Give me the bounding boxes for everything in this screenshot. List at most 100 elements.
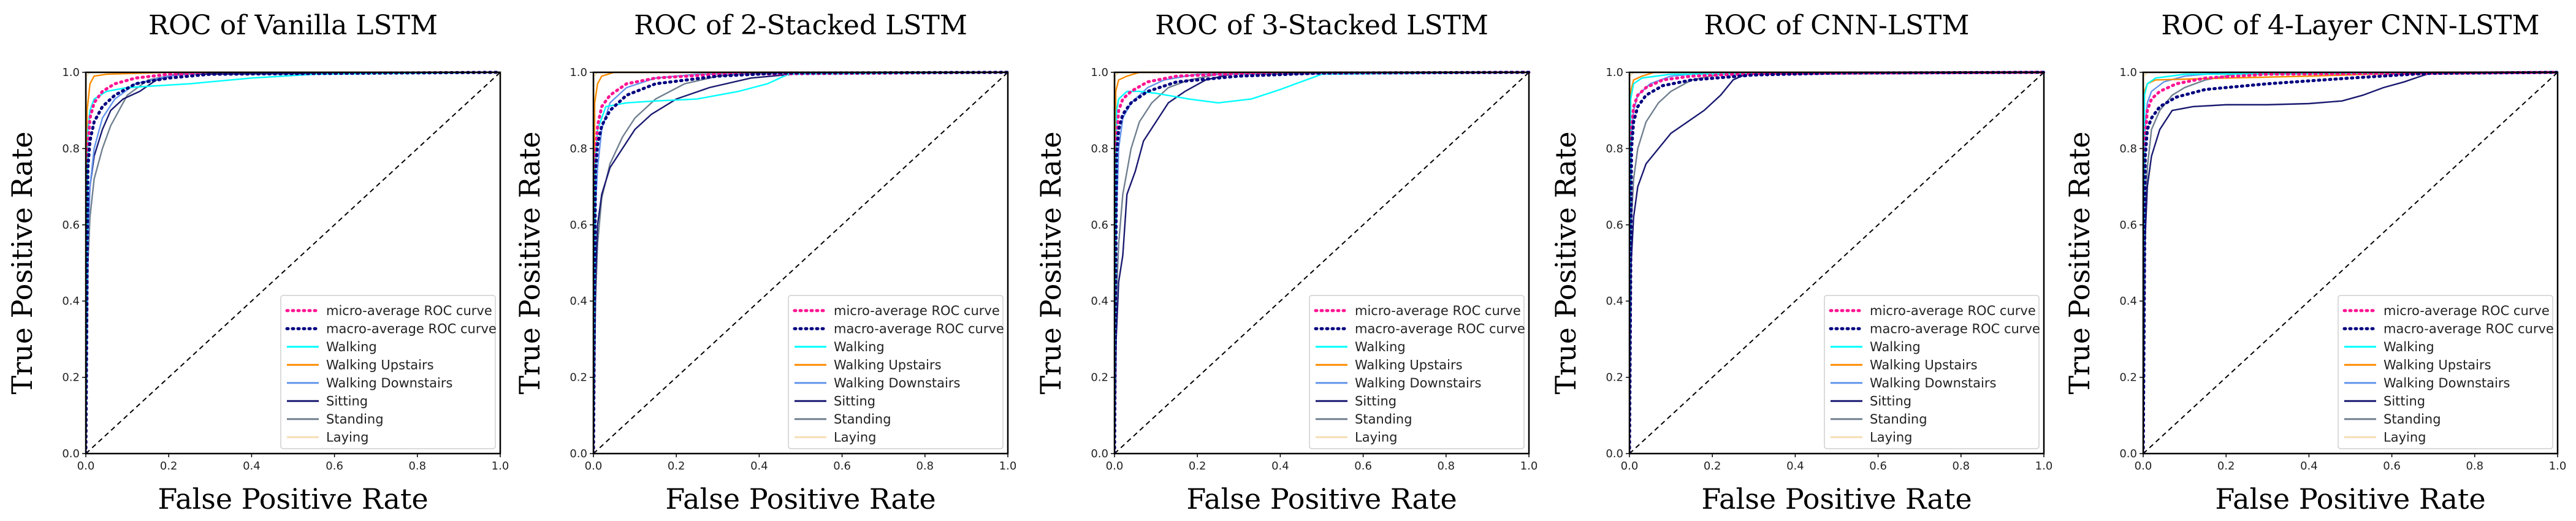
roc-curve-macro-average-roc-curve [86,70,502,454]
x-tick-label: 0.0 [77,460,95,473]
legend-label: micro-average ROC curve [326,303,492,318]
y-tick-label: 0.2 [1606,371,1623,384]
chart-title: ROC of 4-Layer CNN-LSTM [2161,10,2539,41]
roc-curve-standing [1115,71,1530,454]
x-tick-label: 0.4 [1786,460,1804,473]
x-axis-label: False Positive Rate [158,482,428,515]
roc-curve-macro-average-roc-curve [1629,70,2046,454]
legend-label: Laying [2384,430,2426,444]
legend-label: Laying [1870,430,1912,444]
x-tick-label: 0.6 [1869,460,1887,473]
legend-label: Walking Upstairs [1870,357,1978,372]
legend-label: Walking Upstairs [2384,357,2491,372]
x-tick-label: 0.2 [2217,460,2235,473]
chart-title: ROC of Vanilla LSTM [148,10,438,41]
legend-label: micro-average ROC curve [1355,303,1521,318]
y-tick-label: 0.4 [1091,295,1108,308]
x-tick-label: 0.0 [1621,460,1639,473]
legend-label: Walking [834,340,885,354]
legend-label: Standing [1355,412,1412,427]
y-tick-label: 0.2 [1091,371,1108,384]
roc-curve-macro-average-roc-curve [1115,70,1531,454]
roc-panel-3: ROC of 3-Stacked LSTM 0.0 0.2 0.4 0.6 0.8 1.0 0… [1034,10,1538,515]
x-tick-label: 0.4 [2300,460,2318,473]
x-tick-label: 0.2 [160,460,178,473]
y-tick-label: 0.6 [1606,219,1623,232]
y-tick-label: 0.4 [1606,295,1623,308]
legend-label: Walking Downstairs [326,376,452,390]
y-tick-label: 0.8 [62,142,80,155]
roc-curve-micro-average-roc-curve [593,70,1010,454]
y-tick-label: 0.8 [2119,142,2137,155]
roc-panel-4: ROC of CNN-LSTM 0.0 0.2 0.4 0.6 0.8 1.0 0.0 0.2 0… [1549,10,2052,515]
roc-curve-micro-average-roc-curve [1115,70,1531,454]
x-tick-label: 0.2 [1189,460,1206,473]
y-tick-label: 0.6 [2119,219,2137,232]
legend-label: Walking [326,340,377,354]
legend-label: Sitting [1870,394,1911,408]
y-axis-label: True Positive Rate [6,131,39,394]
chart-title: ROC of CNN-LSTM [1704,10,1970,41]
x-tick-label: 1.0 [492,460,509,473]
plot-frame [592,71,1009,455]
chart-title: ROC of 3-Stacked LSTM [1155,10,1488,41]
roc-curve-sitting [593,71,1008,454]
x-tick-label: 0.6 [833,460,851,473]
legend-label: Laying [834,430,876,444]
x-tick-label: 1.0 [2035,460,2053,473]
y-tick-label: 0.8 [1606,142,1623,155]
legend-box [2338,295,2553,449]
legend-label: Walking [2384,340,2434,354]
legend-label: macro-average ROC curve [1870,321,2040,336]
legend-label: macro-average ROC curve [326,321,497,336]
legend-label: Standing [2384,412,2441,427]
legend: micro-average ROC curve macro-average ROC… [1309,295,1525,449]
y-tick-label: 0.0 [1091,447,1108,460]
x-tick-label: 0.2 [668,460,685,473]
legend-label: Walking Upstairs [1355,357,1463,372]
roc-curve-sitting [1629,71,2044,454]
roc-curve-sitting [2143,71,2558,454]
legend-label: Walking Downstairs [1355,376,1481,390]
y-tick-label: 0.4 [2119,295,2137,308]
legend-label: Sitting [834,394,875,408]
y-axis-label: True Positive Rate [513,131,546,394]
legend-label: Walking [1870,340,1921,354]
roc-curve-sitting [1115,71,1530,454]
x-tick-label: 0.8 [916,460,934,473]
y-tick-label: 0.8 [1091,142,1108,155]
legend-label: Walking Upstairs [326,357,434,372]
legend-label: Standing [1870,412,1927,427]
y-tick-label: 1.0 [2119,66,2137,79]
legend-label: micro-average ROC curve [2384,303,2550,318]
legend-label: Walking [1355,340,1406,354]
x-tick-label: 0.6 [1354,460,1372,473]
legend-label: Standing [326,412,384,427]
plot-frame [1628,71,2045,455]
plot-frame [1113,71,1530,455]
legend-label: Sitting [2384,394,2425,408]
x-tick-label: 1.0 [999,460,1017,473]
roc-curve-macro-average-roc-curve [593,70,1010,454]
legend: micro-average ROC curve macro-average ROC… [280,295,497,449]
legend-label: macro-average ROC curve [1355,321,1525,336]
x-tick-label: 0.8 [1437,460,1455,473]
x-tick-label: 0.8 [1952,460,1970,473]
x-tick-label: 0.2 [1704,460,1721,473]
x-axis-label: False Positive Rate [1701,482,1972,515]
legend-label: macro-average ROC curve [2384,321,2554,336]
roc-curve-walking [86,71,501,454]
x-tick-label: 1.0 [1520,460,1538,473]
legend-label: Sitting [326,394,368,408]
legend-label: Walking Upstairs [834,357,942,372]
y-axis-label: True Positive Rate [2063,131,2096,394]
y-tick-label: 0.2 [62,371,80,384]
roc-panel-1: ROC of Vanilla LSTM 0.0 0.2 0.4 0.6 0.8 1.0 0.0… [6,10,509,515]
legend-box [1824,295,2040,449]
legend-label: Sitting [1355,394,1397,408]
legend-label: micro-average ROC curve [1870,303,2036,318]
x-tick-label: 0.0 [2135,460,2152,473]
x-tick-label: 0.6 [326,460,343,473]
y-tick-label: 0.6 [1091,219,1108,232]
